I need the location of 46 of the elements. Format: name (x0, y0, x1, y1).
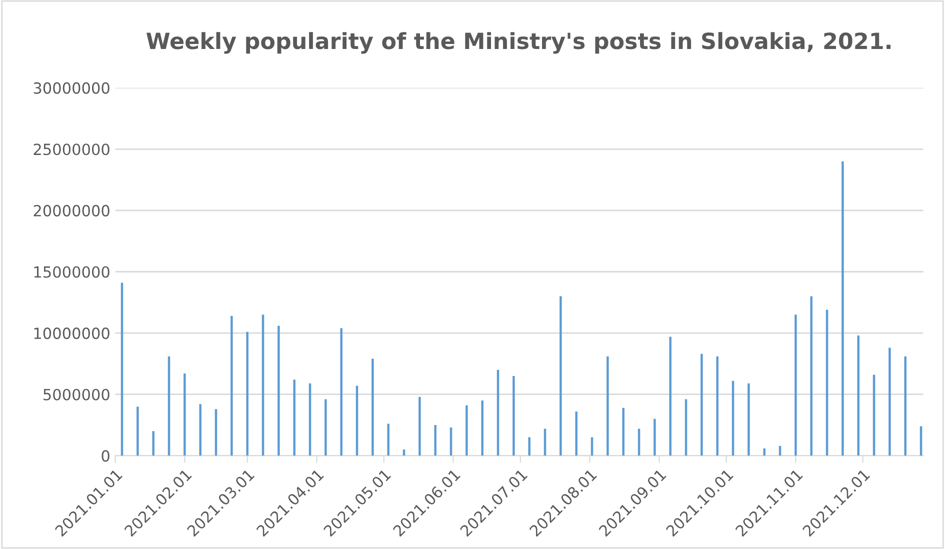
y-tick-label: 30000000 (34, 82, 110, 94)
bar (857, 336, 860, 456)
bar (246, 332, 248, 456)
bar (575, 412, 578, 456)
bar (372, 358, 374, 456)
bar (136, 406, 139, 456)
bar (512, 376, 515, 456)
bar (904, 356, 906, 456)
bar (199, 404, 202, 456)
bar (466, 405, 468, 456)
bar (418, 396, 421, 456)
chart-title: Weekly popularity of the Ministry's posts in Slovakia, 2021. (146, 32, 890, 54)
bar (810, 296, 812, 456)
bar (230, 316, 233, 456)
bar (872, 374, 876, 456)
bar (387, 424, 390, 456)
bar (638, 428, 640, 456)
bar (763, 448, 766, 456)
bar (669, 336, 672, 456)
bar (622, 408, 624, 456)
bar (560, 296, 562, 456)
bar (654, 418, 656, 456)
y-tick-label: 25000000 (34, 144, 110, 156)
bar (340, 328, 342, 456)
bar (434, 425, 436, 456)
bar (794, 314, 797, 456)
bar (293, 380, 296, 456)
bar (481, 400, 484, 456)
y-tick-label: 20000000 (34, 204, 110, 216)
y-tick-label: 15000000 (34, 266, 110, 278)
bar (888, 348, 891, 456)
bar (920, 426, 922, 456)
bar (842, 161, 844, 456)
bar (324, 399, 327, 456)
y-tick-label: 5000000 (44, 388, 110, 400)
bar (152, 431, 154, 456)
bar (716, 356, 718, 456)
y-tick-label: 0 (102, 450, 110, 462)
bar (528, 437, 530, 456)
bar (278, 326, 280, 456)
bar (748, 383, 750, 456)
bar (700, 354, 703, 456)
bar (606, 356, 609, 456)
bar (184, 374, 186, 456)
bar (544, 428, 546, 456)
y-tick-label: 10000000 (34, 328, 110, 340)
